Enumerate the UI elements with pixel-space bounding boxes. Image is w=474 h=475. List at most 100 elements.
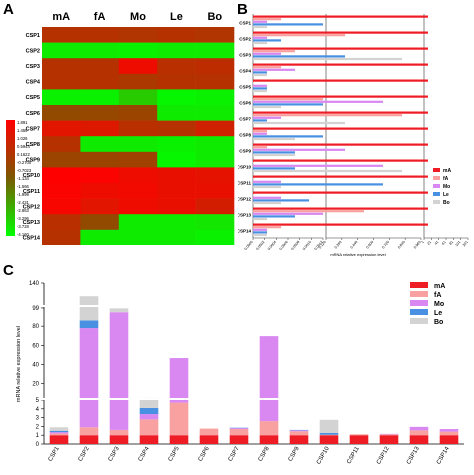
stack-bar-segment — [110, 435, 129, 444]
hbar-bar — [253, 170, 402, 172]
hbar-bar — [253, 71, 267, 73]
hbar-bar — [253, 226, 281, 228]
hbar-legend-label: mA — [443, 168, 451, 174]
hbar-bar — [253, 26, 267, 28]
stack-bar-segment — [110, 312, 129, 430]
stack-bar-segment — [410, 430, 429, 435]
stack-bar-segment — [440, 435, 459, 444]
stack-bar-segment — [260, 435, 279, 444]
heatmap-cell — [157, 89, 196, 105]
stack-bar-segment — [410, 435, 429, 444]
stack-legend-label: Le — [434, 310, 442, 317]
hbar-bar — [253, 23, 323, 25]
heatmap-cell — [80, 152, 119, 168]
heatmap-column-label: Mo — [130, 11, 146, 23]
stack-bar-segment — [230, 428, 249, 429]
heatmap-cell — [42, 121, 81, 137]
heatmap-cell — [196, 167, 235, 183]
hbar-bar — [253, 98, 323, 100]
heatmap-cell — [119, 58, 158, 74]
heatmap-cell — [80, 136, 119, 152]
hbar-bar — [253, 21, 267, 23]
heatmap-cell — [80, 43, 119, 59]
stack-bar-segment — [50, 435, 69, 444]
hbar-category-label: CSP5 — [239, 85, 251, 90]
heatmap-cell — [80, 74, 119, 90]
stack-bar-segment — [290, 435, 309, 444]
heatmap-cell — [80, 183, 119, 199]
hbar-bar — [253, 18, 281, 20]
stack-y-tick-label: 140 — [29, 281, 40, 287]
heatmap-scale-label: -2.431 — [17, 200, 30, 205]
hbar-bar — [253, 66, 281, 68]
stack-x-tick-label: CSP1 — [48, 445, 61, 462]
stack-bar-segment — [350, 434, 369, 435]
panel-c-letter: C — [3, 262, 14, 279]
hbar-bar — [253, 103, 323, 105]
hbar-tick-label: 41 — [434, 240, 440, 246]
hbar-category-label: CSP14 — [238, 229, 251, 234]
hbar-bar — [253, 178, 254, 180]
hbar-bar — [253, 55, 345, 57]
heatmap-cell — [196, 136, 235, 152]
heatmap-cell — [119, 27, 158, 43]
heatmap-scale-label: -3.728 — [17, 224, 30, 229]
hbar-bar — [253, 146, 267, 148]
stack-bar-segment — [80, 427, 99, 435]
stack-legend-swatch — [410, 318, 428, 324]
heatmap-row-label: CSP3 — [26, 64, 40, 70]
heatmap-scale-label: -0.2700 — [17, 160, 32, 165]
heatmap-cell — [42, 136, 81, 152]
hbar-category-label: CSP1 — [239, 21, 251, 26]
stack-bar-segment — [230, 435, 249, 444]
stack-x-tick-label: CSP8 — [258, 445, 271, 462]
stack-x-tick-label: CSP7 — [228, 445, 241, 462]
heatmap-scale-label: -3.296 — [17, 216, 30, 221]
heatmap-cell — [80, 89, 119, 105]
stack-axis-break — [40, 398, 464, 400]
stack-legend-label: Mo — [434, 301, 444, 308]
hbar-category-label: CSP4 — [239, 69, 251, 74]
heatmap-cell — [157, 183, 196, 199]
stack-bar-segment — [170, 403, 189, 436]
stack-bar-segment — [50, 432, 69, 433]
heatmap-cell — [119, 121, 158, 137]
hbar-bar — [253, 210, 364, 212]
hbar-bar — [253, 69, 295, 71]
hbar-bar — [253, 133, 267, 135]
heatmap-cell — [196, 27, 235, 43]
hbar-bar — [253, 32, 428, 34]
hbar-tick-label: 0.260 — [334, 240, 343, 249]
hbar-legend-label: Bo — [443, 200, 450, 206]
heatmap-cell — [42, 105, 81, 121]
stack-y-tick-label: 60 — [32, 343, 39, 349]
hbar-category-label: CSP13 — [238, 213, 251, 218]
hbar-tick-label: 101 — [455, 240, 462, 247]
heatmap-cell — [80, 167, 119, 183]
stack-bar-segment — [50, 427, 69, 431]
heatmap-cell — [157, 105, 196, 121]
heatmap-cell — [80, 121, 119, 137]
stack-bar-segment — [170, 435, 189, 444]
panel-b-letter: B — [237, 1, 248, 18]
heatmap-cell — [42, 230, 81, 245]
heatmap-cell — [196, 121, 235, 137]
heatmap-cell — [119, 152, 158, 168]
hbar-category-label: CSP12 — [238, 197, 251, 202]
stack-legend-label: fA — [434, 292, 441, 299]
hbar-bar — [253, 82, 254, 84]
hbar-legend-label: Le — [443, 192, 449, 198]
heatmap-cell — [196, 214, 235, 230]
stack-bar-segment — [320, 420, 339, 433]
hbar-category-label: CSP9 — [239, 149, 251, 154]
hbar-bar — [253, 42, 267, 44]
heatmap-cell — [119, 230, 158, 245]
heatmap-cell — [80, 105, 119, 121]
heatmap-column-label: Le — [170, 11, 183, 23]
heatmap-cell — [42, 214, 81, 230]
heatmap-cell — [157, 43, 196, 59]
stack-bar-segment — [290, 431, 309, 435]
hbar-bar — [253, 135, 323, 137]
hbar-bar — [253, 154, 295, 156]
